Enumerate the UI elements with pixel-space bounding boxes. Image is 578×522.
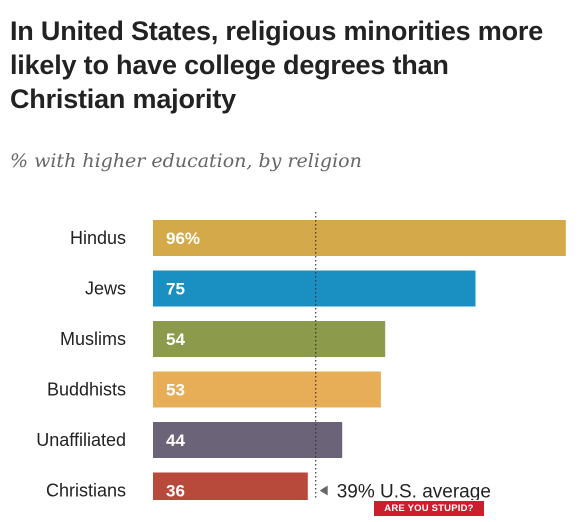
value-label-buddhists: 53: [166, 381, 185, 400]
bar-unaffiliated: [153, 422, 343, 458]
chart-subtitle: % with higher education, by religion: [10, 150, 362, 172]
bar-christians: [153, 472, 308, 500]
category-label-buddhists: Buddhists: [47, 380, 126, 400]
watermark-stamp: ARE YOU STUPID?: [374, 501, 484, 516]
value-label-jews: 75: [166, 280, 185, 299]
bar-chart: Hindus 96% Jews 75 Muslims 54 Buddhists 53 Unaff…: [36, 212, 566, 501]
category-label-christians: Christians: [46, 481, 126, 501]
bar-jews: [153, 270, 476, 307]
bar-muslims: [153, 321, 386, 357]
category-label-hindus: Hindus: [70, 228, 126, 248]
average-arrow-icon: [319, 485, 328, 496]
value-label-unaffiliated: 44: [166, 431, 185, 450]
category-label-unaffiliated: Unaffiliated: [36, 430, 126, 450]
value-label-muslims: 54: [166, 330, 185, 349]
average-label: 39% U.S. average: [337, 482, 491, 501]
value-label-hindus: 96%: [166, 229, 200, 248]
value-label-christians: 36: [166, 482, 185, 501]
category-label-muslims: Muslims: [60, 329, 126, 349]
chart-title: In United States, religious minorities m…: [10, 16, 544, 114]
category-label-jews: Jews: [85, 279, 126, 299]
bar-hindus: [153, 220, 566, 256]
bar-buddhists: [153, 371, 381, 408]
